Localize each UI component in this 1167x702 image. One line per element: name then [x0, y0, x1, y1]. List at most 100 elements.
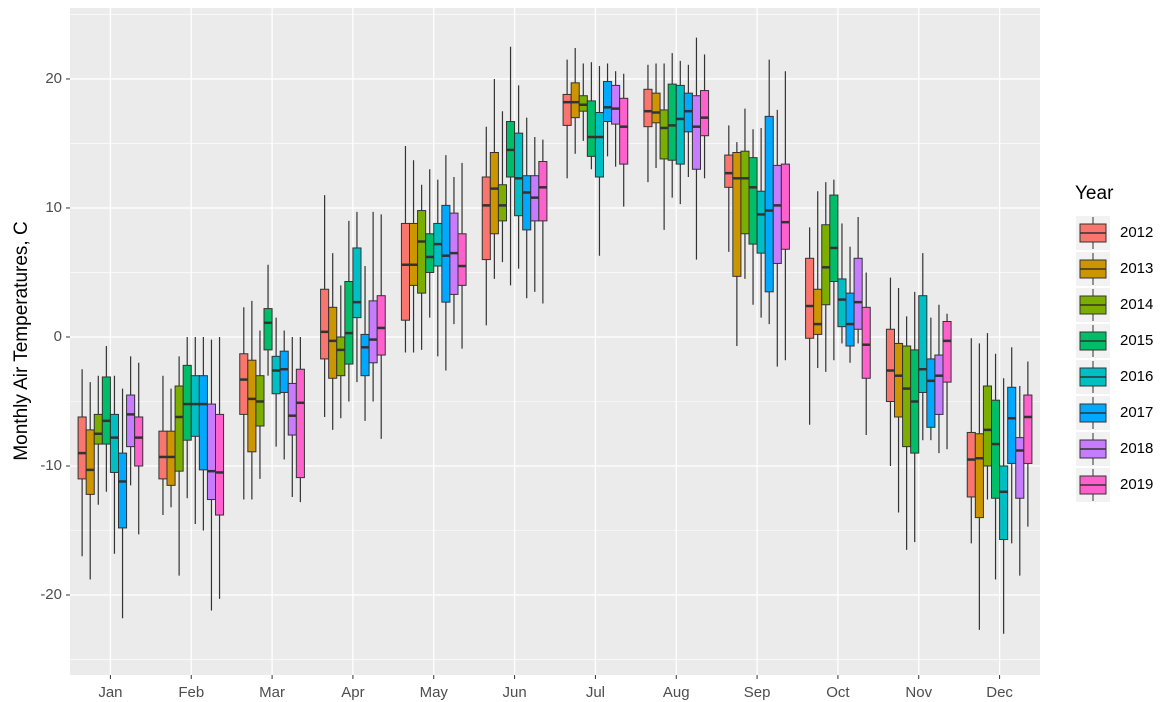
box	[813, 288, 823, 335]
box	[206, 403, 217, 501]
box	[829, 194, 839, 283]
box	[93, 413, 103, 445]
box	[934, 354, 944, 415]
box	[651, 92, 661, 124]
x-tick-label: Aug	[663, 684, 690, 701]
box	[821, 224, 831, 306]
box	[1007, 386, 1017, 464]
box	[295, 368, 305, 479]
box	[126, 394, 136, 448]
box	[271, 355, 281, 395]
x-tick-label: Sep	[744, 684, 771, 701]
box	[514, 132, 524, 217]
box	[376, 295, 386, 356]
box	[538, 161, 548, 222]
box	[918, 295, 928, 393]
box	[619, 97, 629, 165]
box	[667, 83, 677, 161]
box	[675, 84, 685, 165]
x-tick-label: Jul	[586, 684, 605, 701]
box	[85, 429, 95, 495]
panel	[70, 8, 1040, 675]
box	[409, 222, 419, 286]
box	[174, 385, 184, 472]
x-tick-label: Dec	[986, 684, 1013, 701]
legend-label: 2014	[1120, 296, 1153, 313]
x-tick-label: Feb	[178, 684, 204, 701]
legend-label: 2012	[1120, 224, 1153, 241]
box	[748, 157, 758, 245]
box	[166, 430, 176, 486]
box	[643, 88, 653, 128]
box	[594, 112, 605, 178]
box	[570, 82, 580, 119]
y-tick-label: 10	[45, 199, 62, 216]
box	[489, 151, 499, 235]
legend-label: 2019	[1120, 476, 1153, 493]
box	[118, 452, 128, 529]
x-tick-label: Mar	[259, 684, 285, 701]
box	[320, 288, 330, 360]
box	[691, 95, 702, 170]
box	[772, 164, 782, 264]
box	[441, 204, 451, 303]
box	[885, 328, 896, 402]
box	[368, 300, 378, 364]
x-tick-label: Jan	[98, 684, 122, 701]
x-tick-label: Nov	[905, 684, 932, 701]
box	[732, 151, 742, 277]
box	[683, 92, 693, 133]
box	[522, 175, 532, 231]
legend-label: 2016	[1120, 368, 1153, 385]
box	[344, 281, 354, 365]
box	[481, 176, 491, 261]
box	[425, 233, 435, 273]
box	[805, 257, 815, 339]
y-tick-label: -10	[40, 457, 62, 474]
box	[861, 306, 871, 379]
x-tick-label: Oct	[826, 684, 850, 701]
box	[263, 308, 273, 351]
box	[360, 333, 370, 377]
box	[966, 431, 976, 498]
box	[611, 84, 621, 125]
box	[724, 154, 734, 188]
legend-label: 2013	[1120, 260, 1153, 277]
box	[336, 336, 346, 377]
box	[497, 184, 507, 222]
box	[239, 353, 249, 415]
y-tick-label: -20	[40, 586, 62, 603]
box	[77, 416, 87, 480]
box	[578, 95, 588, 112]
legend-label: 2018	[1120, 440, 1153, 457]
box	[190, 375, 200, 437]
box	[182, 364, 192, 441]
box	[562, 93, 572, 126]
box	[158, 430, 168, 480]
box	[1015, 437, 1025, 499]
box	[982, 385, 993, 467]
box	[417, 210, 427, 294]
box	[902, 345, 912, 448]
box	[279, 350, 289, 393]
box	[586, 100, 596, 157]
box	[328, 306, 338, 379]
box	[101, 376, 111, 445]
box	[198, 375, 208, 471]
y-axis-label: Monthly Air Temperatures, C	[11, 221, 32, 460]
box	[780, 163, 790, 250]
box	[764, 115, 774, 293]
box	[215, 413, 225, 516]
box	[1023, 394, 1033, 464]
x-tick-label: May	[420, 684, 449, 701]
legend-label: 2015	[1120, 332, 1153, 349]
box	[974, 433, 984, 519]
y-tick-label: 20	[45, 70, 62, 87]
x-tick-label: Jun	[502, 684, 526, 701]
box	[287, 382, 297, 436]
box	[894, 342, 904, 418]
box	[991, 399, 1001, 499]
box	[926, 358, 936, 428]
box	[740, 150, 750, 235]
